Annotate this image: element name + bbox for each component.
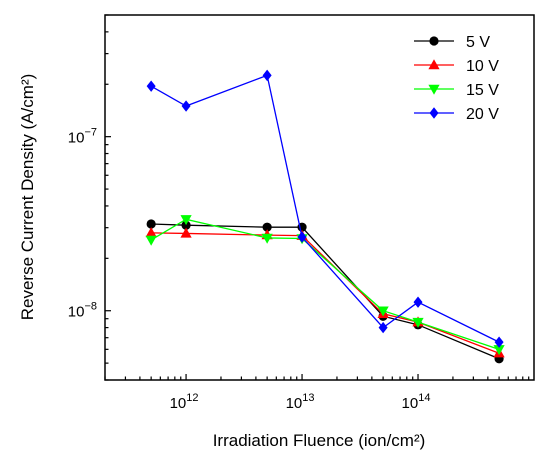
x-tick-label: 1014 (402, 392, 431, 412)
data-point (262, 69, 272, 82)
legend-item: 10 V (414, 58, 499, 75)
series-20-v (146, 69, 504, 348)
series-5-v (146, 219, 504, 364)
data-point (146, 219, 156, 229)
data-point (412, 317, 424, 328)
legend: 5 V 10 V 15 V 20 V (414, 34, 499, 123)
legend-marker (428, 59, 440, 70)
series-line (150, 218, 500, 350)
data-series (145, 69, 505, 364)
data-point (180, 227, 192, 238)
data-point (494, 336, 504, 348)
data-point (262, 222, 272, 232)
data-point (261, 233, 273, 244)
legend-item: 5 V (414, 34, 490, 51)
y-tick-label: 10−7 (68, 127, 97, 147)
legend-label: 20 V (466, 106, 499, 123)
data-point (180, 215, 192, 226)
series-line (151, 232, 500, 354)
data-point (377, 306, 389, 317)
series-line (151, 223, 500, 360)
legend-marker (429, 36, 439, 46)
y-tick-label: 10−8 (68, 301, 97, 321)
data-point (145, 235, 157, 246)
plot-frame (104, 14, 535, 381)
axis-ticks: 1012 1013 1014 10−8 10−7 (68, 14, 530, 412)
legend-marker (429, 107, 439, 119)
legend-item: 20 V (414, 106, 499, 123)
data-point (297, 231, 307, 243)
legend-label: 15 V (466, 82, 499, 99)
series-line (150, 74, 500, 343)
data-point (146, 80, 156, 92)
legend-label: 10 V (466, 58, 499, 75)
x-axis-label: Irradiation Fluence (ion/cm²) (213, 431, 426, 450)
legend-marker (428, 84, 440, 95)
data-point (145, 227, 157, 238)
data-point (413, 296, 423, 308)
x-tick-label: 1013 (286, 392, 315, 412)
data-point (181, 220, 191, 230)
legend-label: 5 V (466, 34, 490, 51)
y-axis-label: Reverse Current Density (A/cm²) (18, 74, 37, 321)
data-point (378, 321, 388, 334)
data-point (493, 345, 505, 356)
x-tick-label: 1012 (170, 392, 199, 412)
data-point (181, 100, 191, 112)
legend-item: 15 V (414, 82, 499, 99)
